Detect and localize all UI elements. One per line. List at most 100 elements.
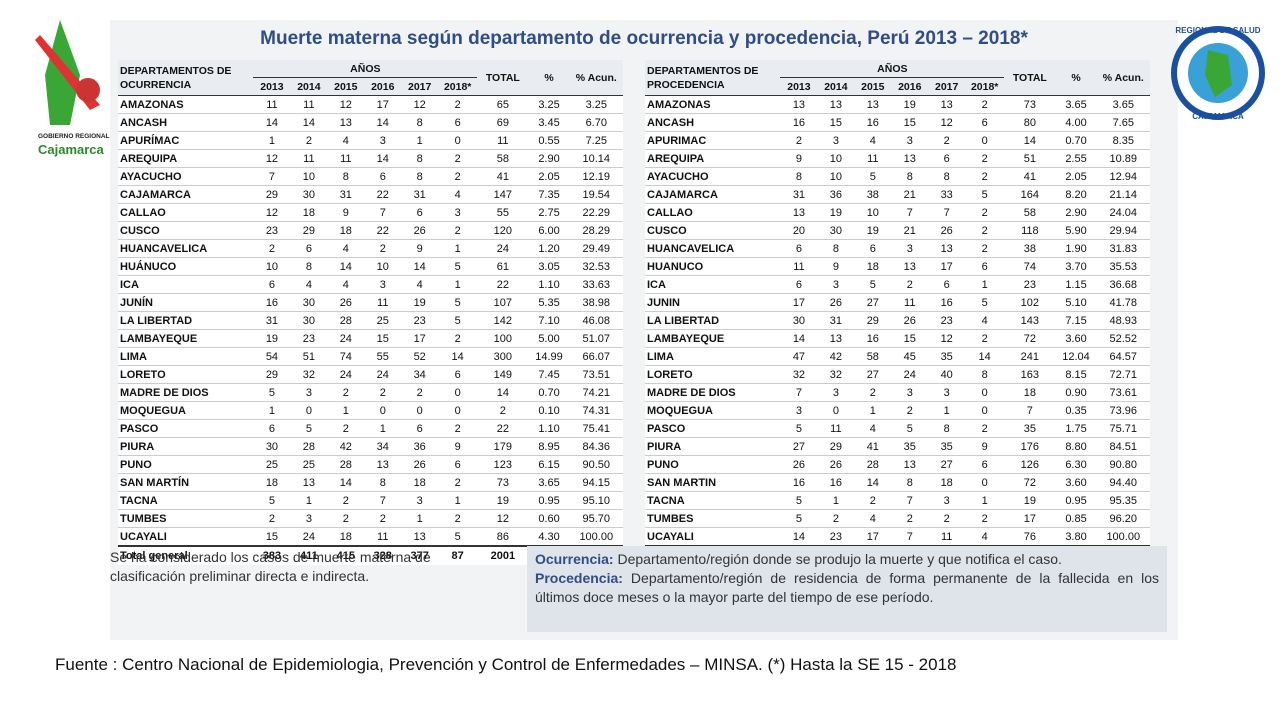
- table-cell: SAN MARTIN: [645, 473, 781, 492]
- table-row: PIURA 27 29 41 35 35 9 176 8.80 84.51: [645, 437, 1150, 456]
- table-cell: 10: [364, 257, 402, 276]
- table-cell: 90.80: [1096, 455, 1150, 474]
- table-cell: 1.15: [1055, 275, 1097, 294]
- table-cell: 7: [891, 203, 929, 222]
- table-cell: 7.15: [1055, 311, 1097, 330]
- table-row: APURÍMAC 1 2 4 3 1 0 11 0.55 7.25: [118, 131, 623, 150]
- table-cell: 18: [401, 473, 439, 492]
- table-cell: 7: [364, 203, 402, 222]
- table-cell: 74.31: [569, 401, 623, 420]
- table-cell: 26: [817, 293, 855, 312]
- table-cell: MADRE DE DIOS: [645, 383, 781, 402]
- table-cell: 2: [965, 221, 1005, 240]
- table-cell: MADRE DE DIOS: [118, 383, 254, 402]
- table-cell: PASCO: [118, 419, 254, 438]
- header-cell: % Acun.: [569, 60, 623, 96]
- table-cell: 17: [780, 293, 818, 312]
- table-cell: 33: [928, 185, 966, 204]
- table-cell: 100: [477, 329, 529, 348]
- table-cell: 30: [290, 293, 328, 312]
- table-cell: 8.80: [1055, 437, 1097, 456]
- table-cell: 12.19: [569, 167, 623, 186]
- table-cell: 8.20: [1055, 185, 1097, 204]
- logo-right: REGIONAL DE SALUD CAJAMARCA: [1171, 26, 1265, 121]
- table-cell: 3.45: [528, 113, 570, 132]
- table-cell: 73.51: [569, 365, 623, 384]
- table-cell: 6: [364, 167, 402, 186]
- table-cell: 76: [1004, 527, 1056, 547]
- table-cell: 3.25: [569, 95, 623, 114]
- table-cell: 6: [780, 239, 818, 258]
- table-cell: 3: [928, 383, 966, 402]
- table-cell: 7.65: [1096, 113, 1150, 132]
- table-cell: 23: [253, 221, 291, 240]
- table-cell: 9: [965, 437, 1005, 456]
- table-cell: 100.00: [1096, 527, 1150, 547]
- table-cell: 14: [364, 113, 402, 132]
- table-cell: 3: [290, 383, 328, 402]
- table-cell: 38.98: [569, 293, 623, 312]
- table-cell: 51.07: [569, 329, 623, 348]
- table-cell: 74: [1004, 257, 1056, 276]
- table-cell: 27: [854, 293, 892, 312]
- table-cell: 45: [891, 347, 929, 366]
- table-cell: AMAZONAS: [645, 95, 781, 114]
- table-cell: 19: [477, 491, 529, 510]
- table-cell: 1: [928, 401, 966, 420]
- table-cell: 11: [327, 149, 365, 168]
- table-row: LIMA 54 51 74 55 52 14 300 14.99 66.07: [118, 347, 623, 366]
- table-cell: 8: [401, 113, 439, 132]
- table-cell: 2: [780, 131, 818, 150]
- table-cell: 5.35: [528, 293, 570, 312]
- table-cell: 19.54: [569, 185, 623, 204]
- table-cell: HUANCAVELICA: [118, 239, 254, 258]
- table-row: CALLAO 13 19 10 7 7 2 58 2.90 24.04: [645, 203, 1150, 222]
- table-cell: 2: [438, 95, 478, 114]
- table-cell: HUANUCO: [645, 257, 781, 276]
- table-cell: 0.70: [1055, 131, 1097, 150]
- table-cell: PIURA: [645, 437, 781, 456]
- table-cell: 24: [477, 239, 529, 258]
- table-cell: 6: [438, 365, 478, 384]
- table-cell: 9: [438, 437, 478, 456]
- table-cell: 26: [817, 455, 855, 474]
- table-cell: LORETO: [645, 365, 781, 384]
- table-cell: 13: [327, 113, 365, 132]
- table-cell: CUSCO: [118, 221, 254, 240]
- table-cell: 42: [327, 437, 365, 456]
- table-cell: 58: [854, 347, 892, 366]
- table-cell: 24.04: [1096, 203, 1150, 222]
- table-cell: 9: [401, 239, 439, 258]
- table-cell: 2: [364, 239, 402, 258]
- table-cell: 29.49: [569, 239, 623, 258]
- table-cell: 2: [965, 203, 1005, 222]
- table-row: PASCO 5 11 4 5 8 2 35 1.75 75.71: [645, 419, 1150, 438]
- table-cell: 3.05: [528, 257, 570, 276]
- header-row: 2013 2014 2015 2016 2017 2018*: [645, 77, 1150, 96]
- note-label: Ocurrencia:: [535, 551, 614, 567]
- table-cell: 8: [401, 149, 439, 168]
- table-cell: 0.95: [1055, 491, 1097, 510]
- table-cell: 20: [780, 221, 818, 240]
- header-cell: DEPARTAMENTOS DE OCURRENCIA: [118, 60, 254, 96]
- table-cell: 26: [401, 221, 439, 240]
- table-cell: 24: [327, 365, 365, 384]
- table-cell: 2.05: [1055, 167, 1097, 186]
- header-cell: % Acun.: [1096, 60, 1150, 96]
- table-row: ICA 6 3 5 2 6 1 23 1.15 36.68: [645, 275, 1150, 294]
- table-cell: 6: [401, 203, 439, 222]
- table-cell: CAJAMARCA: [645, 185, 781, 204]
- table-cell: 11: [477, 131, 529, 150]
- table-cell: 32.53: [569, 257, 623, 276]
- table-cell: 3: [290, 509, 328, 528]
- table-cell: 383: [253, 545, 291, 565]
- table-cell: Total general: [118, 545, 254, 565]
- table-cell: 0: [965, 473, 1005, 492]
- table-cell: 2: [965, 149, 1005, 168]
- table-cell: 1: [438, 491, 478, 510]
- table-row: PIURA 30 28 42 34 36 9 179 8.95 84.36: [118, 437, 623, 456]
- table-cell: APURIMAC: [645, 131, 781, 150]
- table-cell: 84.51: [1096, 437, 1150, 456]
- table-cell: CALLAO: [118, 203, 254, 222]
- table-cell: JUNÍN: [118, 293, 254, 312]
